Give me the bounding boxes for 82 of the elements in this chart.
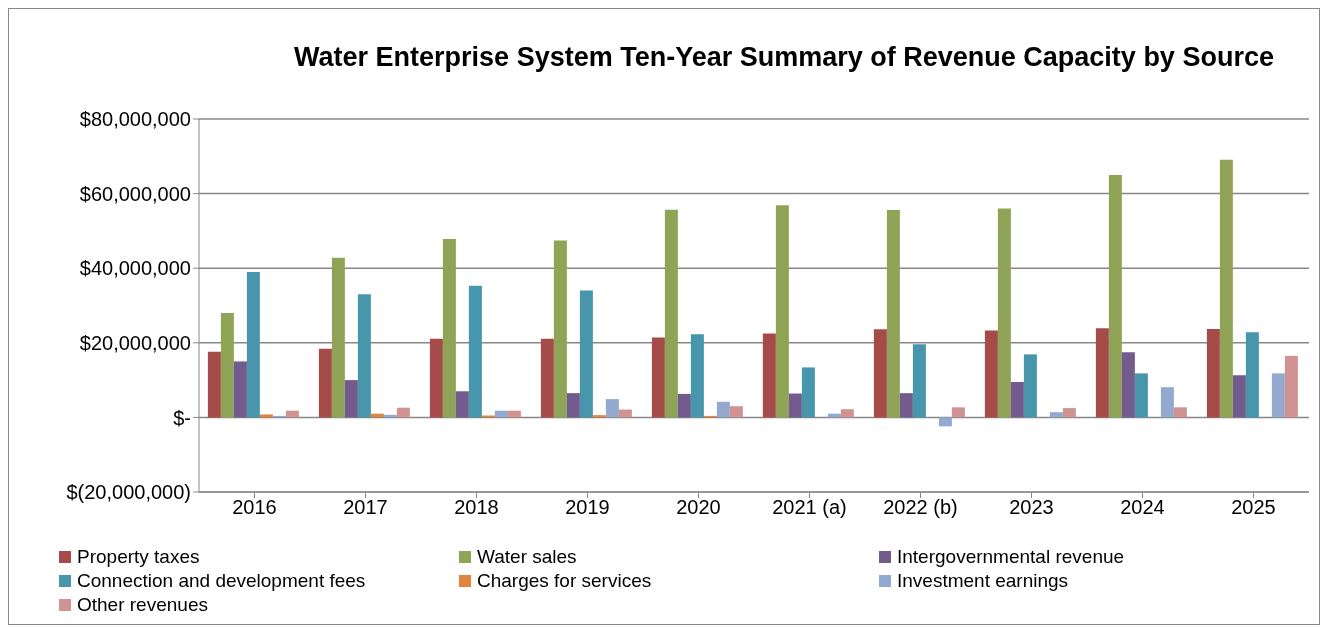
chart-title: Water Enterprise System Ten-Year Summary of Revenue Capacity by Source — [293, 41, 1275, 74]
bar — [997, 208, 1011, 418]
bar — [677, 393, 691, 418]
bar — [1284, 355, 1298, 418]
bar — [285, 410, 299, 418]
bar — [468, 285, 482, 418]
bar — [938, 417, 952, 427]
x-tick-label: 2020 — [676, 496, 721, 519]
bar — [788, 393, 802, 418]
bar — [1108, 174, 1122, 418]
x-tick-label: 2019 — [565, 496, 610, 519]
bar — [1245, 332, 1259, 418]
bar — [690, 334, 704, 418]
x-tick-label: 2023 — [1009, 496, 1054, 519]
legend-label: Other revenues — [77, 594, 208, 616]
bar — [984, 330, 998, 418]
x-tick-label: 2025 — [1231, 496, 1276, 519]
bar — [729, 406, 743, 418]
y-tick-label: $(20,000,000) — [66, 481, 191, 504]
bar — [429, 338, 443, 418]
bar — [318, 348, 332, 418]
legend-label: Connection and development fees — [77, 570, 366, 592]
bar — [442, 239, 456, 418]
bar — [233, 361, 247, 418]
x-tick-label: 2017 — [343, 496, 388, 519]
bar — [553, 240, 567, 418]
bar — [664, 209, 678, 418]
bar — [344, 380, 358, 418]
bar — [1010, 381, 1024, 418]
x-tick-label: 2022 (b) — [883, 496, 958, 519]
bar — [331, 257, 345, 418]
bar — [259, 414, 273, 418]
bar — [1232, 375, 1246, 418]
bar — [540, 338, 554, 418]
bar — [1219, 159, 1233, 418]
bar — [873, 329, 887, 418]
bar — [207, 351, 221, 418]
legend-label: Investment earnings — [897, 570, 1069, 592]
bar — [566, 393, 580, 418]
bar — [592, 415, 606, 418]
bar — [396, 407, 410, 418]
bar — [775, 205, 789, 418]
bar — [1160, 387, 1174, 418]
bar — [951, 407, 965, 418]
bar — [1121, 352, 1135, 418]
bar — [899, 393, 913, 418]
y-tick-label: $80,000,000 — [79, 108, 191, 131]
bar — [840, 409, 854, 418]
y-tick-label: $60,000,000 — [79, 182, 191, 205]
bar — [455, 391, 469, 418]
y-tick-label: $40,000,000 — [79, 257, 191, 280]
bar — [651, 337, 665, 418]
x-tick-label: 2016 — [232, 496, 277, 519]
legend-label: Intergovernmental revenue — [897, 546, 1125, 568]
x-tick-label: 2024 — [1120, 496, 1165, 519]
bar — [762, 333, 776, 418]
legend-label: Charges for services — [477, 570, 652, 592]
bar — [1206, 329, 1220, 418]
bar — [507, 410, 521, 418]
y-tick-label: $- — [173, 406, 191, 429]
bar — [1134, 373, 1148, 418]
bar — [605, 399, 619, 418]
bar — [1023, 354, 1037, 418]
bar — [801, 367, 815, 418]
bar — [716, 401, 730, 418]
bar — [220, 312, 234, 418]
bar — [912, 344, 926, 418]
bar — [1173, 407, 1187, 418]
bar — [357, 294, 371, 418]
legend-label: Property taxes — [77, 546, 200, 568]
bar — [1271, 373, 1285, 418]
legend-label: Water sales — [477, 546, 577, 568]
bar — [1095, 328, 1109, 418]
bar — [886, 210, 900, 418]
x-tick-label: 2018 — [454, 496, 499, 519]
bar — [1062, 408, 1076, 418]
bar — [1049, 412, 1063, 418]
bar — [246, 271, 260, 418]
x-tick-label: 2021 (a) — [772, 496, 847, 519]
y-tick-label: $20,000,000 — [79, 331, 191, 354]
bar — [579, 290, 593, 418]
bar — [494, 410, 508, 418]
